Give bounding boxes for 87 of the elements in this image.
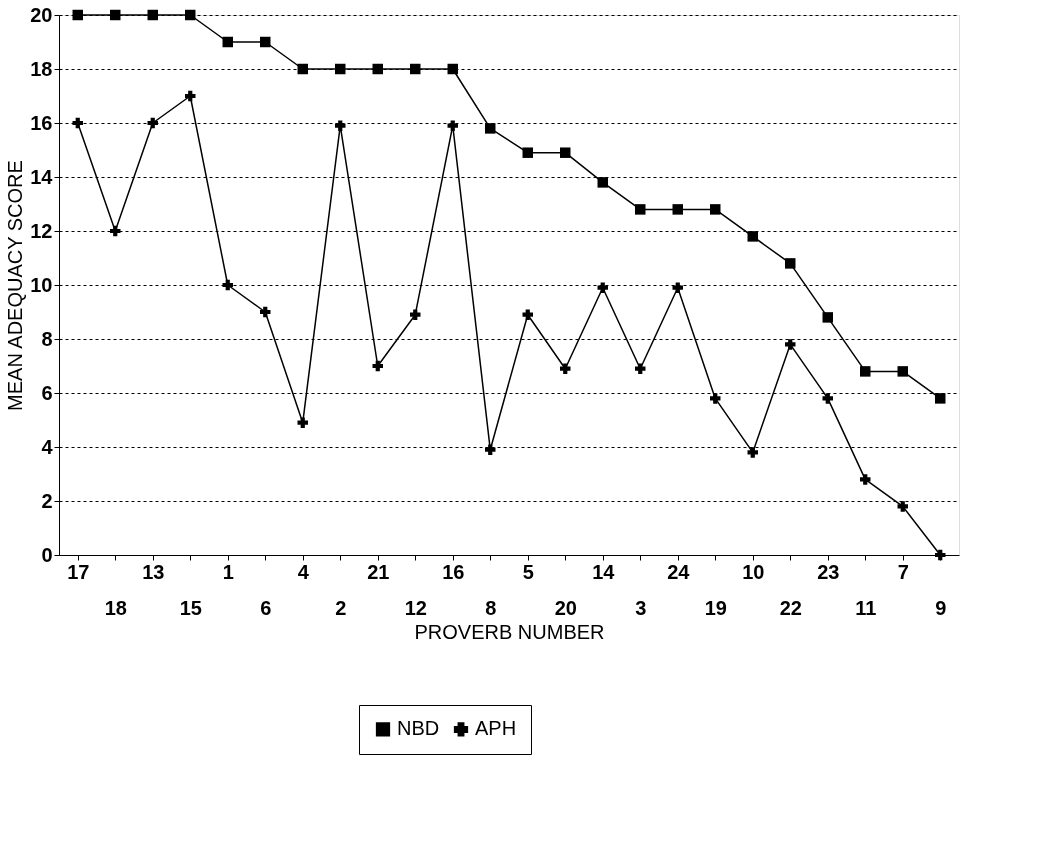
- y-tick-label: 14: [30, 165, 54, 188]
- x-tick-label: 23: [817, 560, 840, 583]
- point: [297, 63, 308, 75]
- point: [747, 447, 758, 458]
- x-tick-label: 19: [704, 596, 727, 619]
- point: [410, 309, 421, 320]
- point: [897, 366, 908, 377]
- point: [710, 393, 721, 404]
- point: [372, 360, 383, 372]
- point: [185, 9, 196, 21]
- y-tick-label: 2: [41, 489, 53, 512]
- point: [260, 306, 271, 318]
- point: [447, 120, 458, 131]
- x-tick-label: 10: [742, 560, 765, 583]
- y-tick-label: 4: [41, 435, 54, 458]
- point: [935, 393, 946, 404]
- point: [297, 417, 308, 428]
- legend-label: NBD: [397, 717, 440, 740]
- point: [485, 444, 496, 455]
- point: [672, 282, 683, 293]
- point: [335, 63, 346, 75]
- y-axis-title: MEAN ADEQUACY SCORE: [4, 160, 27, 411]
- point: [897, 501, 908, 512]
- point: [822, 393, 833, 404]
- point: [410, 63, 421, 75]
- x-tick-label: 4: [297, 560, 310, 583]
- point: [710, 204, 721, 215]
- y-tick-label: 20: [30, 3, 53, 26]
- point: [185, 90, 196, 102]
- x-tick-label: 15: [179, 596, 202, 619]
- point: [72, 117, 83, 129]
- x-tick-label: 17: [67, 560, 90, 583]
- x-tick-label: 7: [897, 560, 909, 583]
- point: [447, 63, 458, 75]
- x-tick-label: 5: [522, 560, 534, 583]
- point: [147, 117, 158, 129]
- point: [222, 279, 233, 291]
- point: [522, 309, 533, 320]
- x-tick-label: 12: [404, 596, 427, 619]
- point: [222, 36, 233, 48]
- point: [822, 312, 833, 323]
- point: [785, 339, 796, 350]
- y-tick-label: 10: [30, 273, 53, 296]
- point: [522, 147, 533, 158]
- y-tick-label: 8: [41, 327, 53, 350]
- y-tick-label: 0: [41, 543, 53, 566]
- x-tick-label: 11: [855, 596, 877, 619]
- x-tick-label: 6: [260, 596, 272, 619]
- x-tick-label: 9: [935, 596, 947, 619]
- point: [597, 177, 608, 188]
- x-tick-label: 8: [485, 596, 497, 619]
- point: [672, 204, 683, 215]
- x-tick-label: 21: [367, 560, 390, 583]
- point: [597, 282, 608, 293]
- point: [110, 225, 121, 237]
- x-tick-label: 22: [779, 596, 802, 619]
- point: [860, 474, 871, 485]
- point: [635, 204, 646, 215]
- x-tick-label: 1: [222, 560, 234, 583]
- y-tick-label: 16: [30, 111, 53, 134]
- y-tick-label: 12: [30, 219, 53, 242]
- point: [860, 366, 871, 377]
- x-tick-label: 16: [442, 560, 465, 583]
- point: [260, 36, 271, 48]
- x-tick-label: 3: [635, 596, 647, 619]
- legend-label: APH: [475, 717, 517, 740]
- point: [147, 9, 158, 21]
- point: [785, 258, 796, 269]
- x-tick-label: 13: [142, 560, 165, 583]
- point: [485, 123, 496, 134]
- point: [110, 9, 121, 21]
- x-tick-label: 14: [592, 560, 616, 583]
- point: [747, 231, 758, 242]
- point: [560, 147, 571, 158]
- point: [372, 63, 383, 75]
- x-tick-label: 2: [335, 596, 347, 619]
- point: [635, 363, 646, 374]
- x-axis-title: PROVERB NUMBER: [414, 620, 605, 643]
- point: [935, 549, 946, 561]
- x-tick-label: 20: [554, 596, 577, 619]
- x-tick-label: 18: [104, 596, 127, 619]
- point: [72, 9, 83, 21]
- point: [560, 363, 571, 374]
- y-tick-label: 18: [30, 57, 53, 80]
- x-tick-label: 24: [667, 560, 691, 583]
- point: [335, 120, 346, 131]
- y-tick-label: 6: [41, 381, 53, 404]
